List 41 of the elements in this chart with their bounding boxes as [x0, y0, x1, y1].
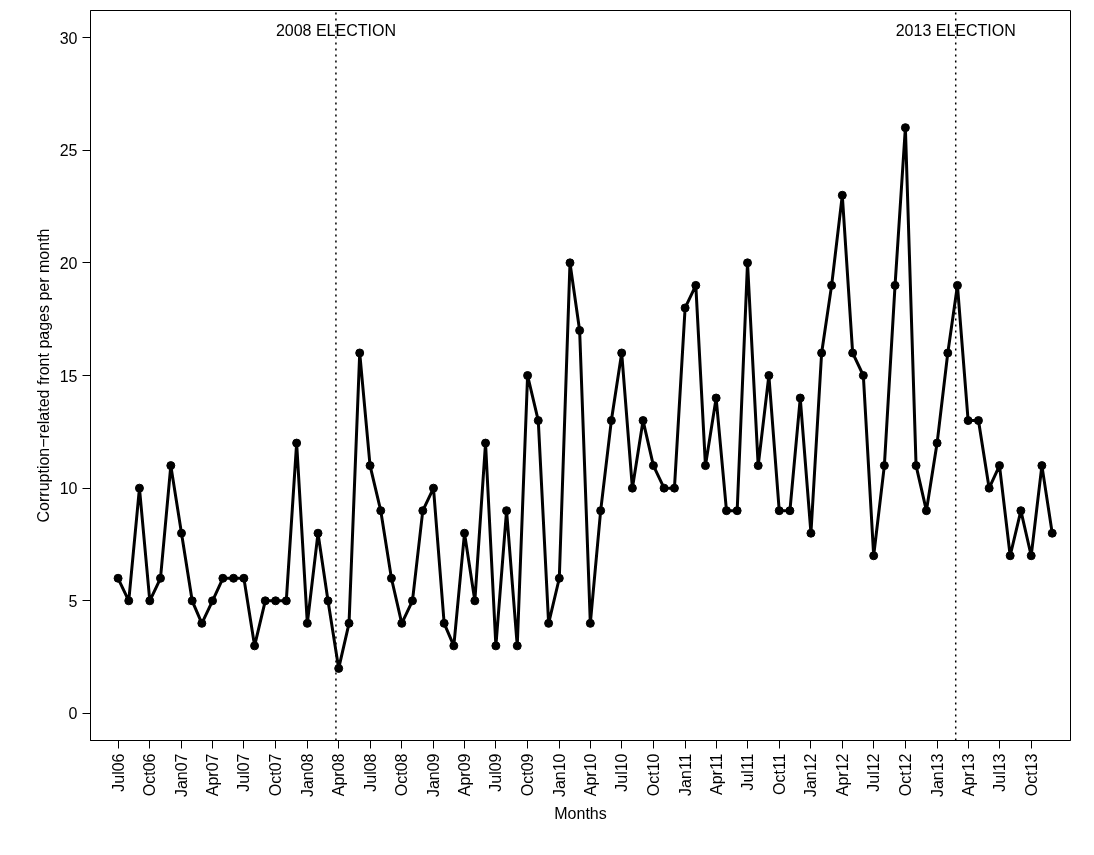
- x-tick-label: Oct07: [267, 753, 285, 797]
- x-tick-label: Apr13: [959, 753, 977, 797]
- x-tick-label: Jan11: [676, 753, 694, 796]
- x-axis-title: Months: [554, 805, 607, 823]
- y-tick-label: 15: [59, 367, 78, 385]
- x-tick-label: Apr09: [456, 753, 474, 797]
- y-tick-label: 10: [59, 480, 78, 498]
- x-tick-label: Jan08: [298, 753, 316, 798]
- x-tick-label: Oct09: [519, 753, 537, 797]
- x-tick-label: Oct10: [644, 753, 662, 797]
- x-tick-label: Jul10: [613, 753, 631, 792]
- x-tick-label: Apr12: [833, 753, 851, 797]
- y-tick-label: 5: [68, 592, 78, 610]
- x-tick-label: Jan13: [928, 753, 946, 798]
- x-tick-label: Jul06: [109, 753, 127, 792]
- x-tick-label: Oct12: [896, 753, 914, 797]
- x-tick-label: Oct11: [770, 753, 788, 795]
- x-tick-label: Jan07: [173, 753, 190, 798]
- x-tick-label: Jan12: [802, 753, 820, 798]
- x-tick-label: Jul13: [990, 753, 1008, 792]
- x-tick-label: Apr11: [707, 753, 725, 796]
- x-tick-label: Apr07: [204, 753, 222, 797]
- x-tick-label: Jul11: [739, 753, 757, 791]
- x-tick-label: Oct06: [141, 753, 159, 797]
- x-tick-label: Oct13: [1022, 753, 1040, 797]
- x-tick-label: Jan10: [550, 753, 568, 798]
- x-tick-label: Apr08: [330, 753, 348, 797]
- ref-line-label: 2008 ELECTION: [275, 21, 396, 39]
- x-tick-label: Jul12: [865, 753, 883, 792]
- ref-line-label: 2013 ELECTION: [895, 21, 1016, 39]
- y-tick-label: 0: [68, 705, 78, 723]
- x-tick-label: Apr10: [581, 753, 599, 797]
- y-tick-label: 30: [59, 29, 78, 47]
- y-tick-label: 20: [59, 254, 78, 272]
- y-axis-title: Corruption−related front pages per month: [34, 228, 52, 523]
- x-tick-label: Oct08: [393, 753, 411, 797]
- x-tick-label: Jul08: [361, 753, 379, 792]
- x-tick-label: Jul09: [487, 753, 505, 792]
- x-tick-label: Jul07: [235, 753, 253, 792]
- y-tick-label: 25: [59, 142, 78, 160]
- x-tick-label: Jan09: [424, 753, 442, 798]
